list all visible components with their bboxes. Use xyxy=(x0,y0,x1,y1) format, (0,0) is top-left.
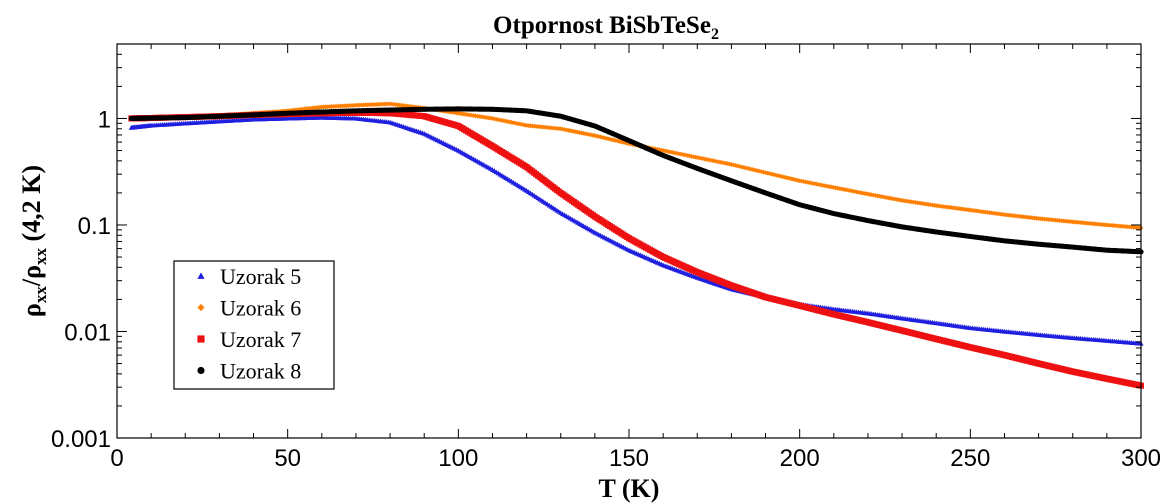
x-tick-label: 0 xyxy=(110,445,123,472)
x-tick-label: 250 xyxy=(950,445,990,472)
y-axis-label: ρxx/ρxx (4,2 K) xyxy=(17,165,50,317)
legend-marker xyxy=(197,272,205,279)
y-axis-label-rho1: ρ xyxy=(17,303,46,317)
legend-label: Uzorak 8 xyxy=(220,359,301,384)
chart-title: Otpornost BiSbTeSe2 xyxy=(493,12,719,43)
x-tick-label: 200 xyxy=(780,445,820,472)
y-axis: 0.001 0.01 0.1 1 xyxy=(51,43,1141,453)
legend: Uzorak 5 Uzorak 6 Uzorak 7 Uzorak 8 xyxy=(173,260,335,390)
legend-label: Uzorak 7 xyxy=(220,327,301,352)
y-tick-label: 1 xyxy=(98,106,111,133)
legend-marker xyxy=(197,335,205,343)
series-5 xyxy=(128,114,1144,346)
plot-area xyxy=(128,101,1144,389)
legend-label: Uzorak 5 xyxy=(220,264,301,289)
legend-marker xyxy=(197,303,205,312)
x-tick-label: 100 xyxy=(438,445,478,472)
x-tick-label: 300 xyxy=(1121,445,1161,472)
chart-title-main: Otpornost BiSbTeSe xyxy=(493,12,711,39)
y-axis-label-rho2: ρ xyxy=(17,265,46,279)
y-axis-label-sub2: xx xyxy=(31,247,50,265)
legend-label: Uzorak 6 xyxy=(220,296,301,321)
legend-marker xyxy=(197,366,205,375)
x-axis: 0 50 100 150 200 250 300 xyxy=(110,44,1161,472)
chart-title-subscript: 2 xyxy=(711,26,719,43)
series-6 xyxy=(128,101,1144,231)
y-tick-label: 0.1 xyxy=(78,213,111,240)
x-axis-label: T (K) xyxy=(599,474,660,503)
y-axis-label-suffix: (4,2 K) xyxy=(17,165,46,248)
y-tick-label: 0.001 xyxy=(51,426,111,453)
legend-items: Uzorak 5 Uzorak 6 Uzorak 7 Uzorak 8 xyxy=(197,264,301,384)
series-8 xyxy=(128,106,1144,255)
x-tick-label: 50 xyxy=(274,445,301,472)
y-tick-label: 0.01 xyxy=(64,319,111,346)
x-tick-label: 150 xyxy=(609,445,649,472)
y-axis-label-sub1: xx xyxy=(31,286,50,304)
y-axis-label-slash: / xyxy=(17,278,46,287)
